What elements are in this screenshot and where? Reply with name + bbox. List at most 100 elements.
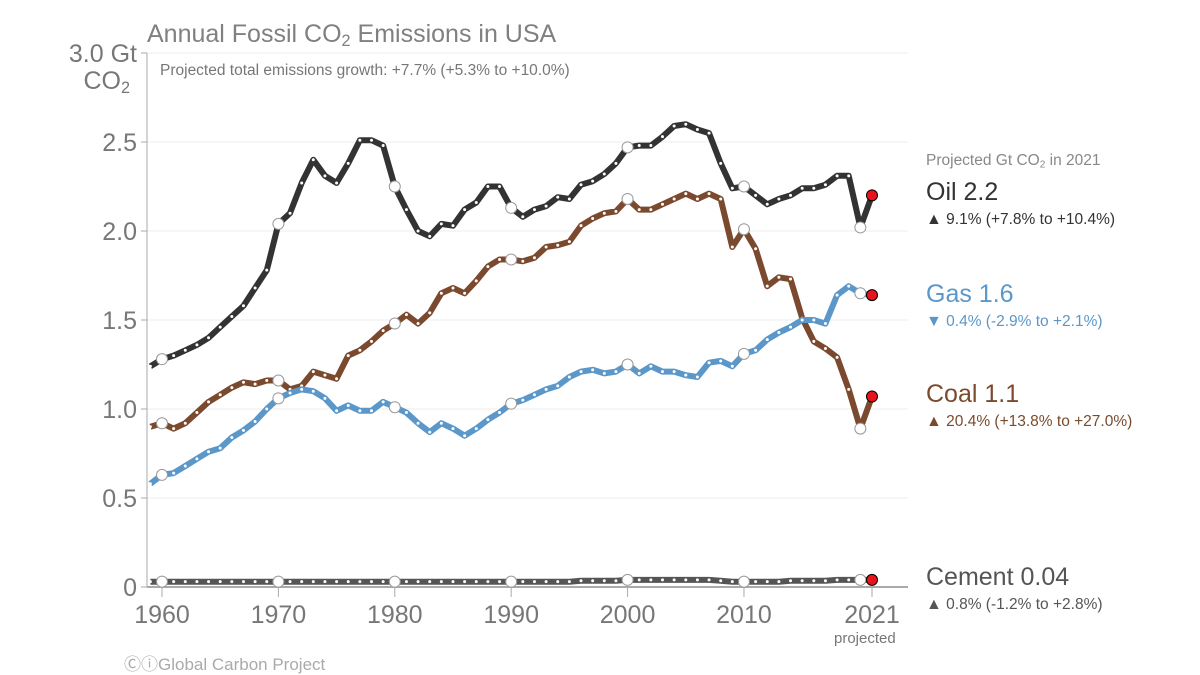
data-point <box>370 339 374 343</box>
series-line-coal <box>149 190 864 432</box>
data-point <box>730 245 734 249</box>
data-point <box>323 396 327 400</box>
cc-icon: Ⓒⓘ <box>124 655 158 674</box>
data-point <box>614 370 618 374</box>
data-point <box>835 578 839 582</box>
projected-marker-oil <box>866 189 878 202</box>
legend-change: 20.4% (+13.8% to +27.0%) <box>946 413 1133 430</box>
legend-header: Projected Gt CO2 in 2021 <box>926 152 1101 171</box>
data-point <box>474 279 478 283</box>
data-point <box>404 580 408 584</box>
data-point <box>754 580 758 584</box>
data-point <box>358 580 362 584</box>
y-tick-label: 1.0 <box>102 396 137 424</box>
decade-marker <box>854 221 867 234</box>
data-point <box>474 580 478 584</box>
data-point <box>847 284 851 288</box>
y-tick-label: 1.5 <box>102 307 137 335</box>
data-point <box>451 224 455 228</box>
data-point <box>823 346 827 350</box>
data-point <box>649 208 653 212</box>
data-point <box>498 580 502 584</box>
decade-marker <box>272 575 285 588</box>
data-point <box>684 373 688 377</box>
data-point <box>532 393 536 397</box>
data-point <box>323 174 327 178</box>
legend-label: Gas 1.6 <box>926 280 1014 308</box>
data-point <box>381 144 385 148</box>
data-point <box>591 179 595 183</box>
data-point <box>660 202 664 206</box>
data-point <box>695 128 699 132</box>
data-point <box>812 186 816 190</box>
data-point <box>358 138 362 142</box>
decade-marker <box>388 575 401 588</box>
data-point <box>288 391 292 395</box>
data-point <box>381 400 385 404</box>
data-point <box>556 580 560 584</box>
x-tick-label: 1980 <box>367 601 423 629</box>
data-point <box>730 364 734 368</box>
data-point <box>474 427 478 431</box>
decade-marker <box>854 287 867 300</box>
data-point <box>649 364 653 368</box>
data-point <box>835 293 839 297</box>
decade-marker <box>272 374 285 387</box>
data-point <box>370 138 374 142</box>
data-point <box>672 370 676 374</box>
data-point <box>241 428 245 432</box>
data-point <box>777 580 781 584</box>
x-tick-label: 1960 <box>134 601 190 629</box>
data-point <box>614 209 618 213</box>
data-point <box>637 371 641 375</box>
data-point <box>556 195 560 199</box>
credit: ⒸⓘGlobal Carbon Project <box>124 650 325 675</box>
data-point <box>486 185 490 188</box>
data-point <box>754 348 758 352</box>
data-point <box>544 387 548 391</box>
triangle-up-icon: ▲ <box>926 596 942 613</box>
legend-change: 0.8% (-1.2% to +2.8%) <box>946 596 1103 613</box>
data-point <box>765 202 769 206</box>
data-point <box>579 224 583 228</box>
data-point <box>172 471 176 475</box>
data-point <box>346 403 350 407</box>
data-point <box>370 580 374 584</box>
data-point <box>195 580 199 584</box>
decade-marker <box>737 180 750 193</box>
data-point <box>823 579 827 583</box>
legend-item-oil: Oil 2.2 ▲ 9.1% (+7.8% to +10.4%) <box>926 178 1115 229</box>
data-point <box>556 384 560 388</box>
projected-marker-gas <box>866 289 878 302</box>
data-point <box>521 259 525 263</box>
data-point <box>207 450 211 454</box>
y-tick-label: 2.5 <box>102 129 137 157</box>
data-point <box>812 339 816 343</box>
data-point <box>719 359 723 363</box>
legend-label: Cement 0.04 <box>926 563 1070 591</box>
y-unit-label: CO2 <box>83 67 130 98</box>
triangle-down-icon: ▼ <box>926 313 942 330</box>
decade-marker <box>388 180 401 193</box>
data-point <box>265 379 269 383</box>
data-point <box>789 579 793 583</box>
data-point <box>567 197 571 201</box>
projected-marker-coal <box>866 390 878 403</box>
data-point <box>544 204 548 208</box>
data-point <box>789 193 793 197</box>
data-point <box>812 579 816 583</box>
decade-marker <box>505 201 518 214</box>
data-point <box>719 161 723 165</box>
data-point <box>451 580 455 584</box>
data-point <box>486 265 490 269</box>
data-point <box>579 579 583 583</box>
data-point <box>765 338 769 342</box>
triangle-up-icon: ▲ <box>926 413 942 430</box>
data-point <box>230 386 234 390</box>
data-point <box>847 174 851 178</box>
data-point <box>754 247 758 251</box>
data-point <box>335 580 339 584</box>
data-point <box>532 256 536 260</box>
data-point <box>358 348 362 352</box>
data-point <box>695 375 699 379</box>
